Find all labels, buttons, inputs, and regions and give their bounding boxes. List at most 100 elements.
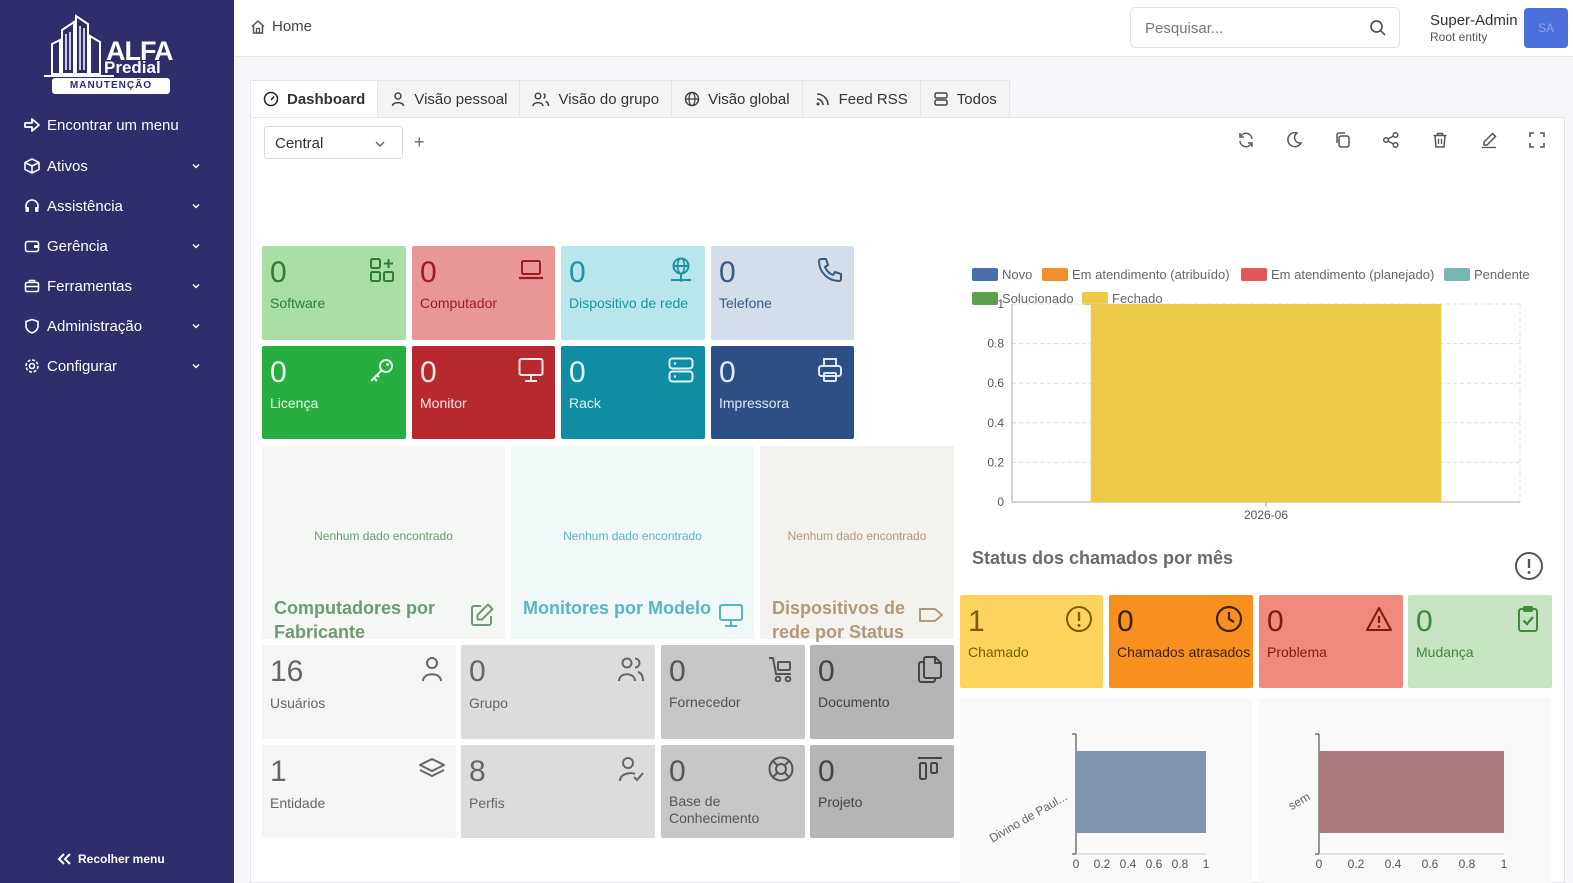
card-label: Dispositivo de rede bbox=[569, 295, 689, 311]
card-computador[interactable]: 0 Computador bbox=[412, 246, 555, 340]
search-icon[interactable] bbox=[1369, 19, 1387, 37]
kanban-icon bbox=[918, 757, 942, 780]
sidebar-item-ferramentas[interactable]: Ferramentas bbox=[0, 268, 234, 304]
card-mudanca[interactable]: 0 Mudança bbox=[1408, 595, 1552, 688]
card-entidade[interactable]: 1 Entidade bbox=[262, 745, 456, 838]
chart-canvas: sem 0 0.2 0.4 0.6 0.8 1 bbox=[1286, 733, 1508, 871]
moon-icon[interactable] bbox=[1285, 131, 1303, 149]
sidebar-item-label: Ativos bbox=[47, 157, 88, 175]
card-label: Fornecedor bbox=[669, 694, 741, 710]
tab-visao-do-grupo[interactable]: Visão do grupo bbox=[520, 80, 673, 118]
dashboard-select[interactable]: Central bbox=[264, 126, 403, 159]
copy-icon[interactable] bbox=[1334, 131, 1352, 149]
sidebar-item-ativos[interactable]: Ativos bbox=[0, 148, 234, 184]
tab-visao-global[interactable]: Visão global bbox=[672, 80, 803, 118]
x-tick-label: 0.4 bbox=[1120, 857, 1137, 871]
card-label: Base de Conhecimento bbox=[669, 793, 760, 826]
avatar[interactable]: SA bbox=[1524, 8, 1568, 48]
exclamation-circle-icon bbox=[1066, 606, 1092, 632]
x-tick-label: 0.8 bbox=[1172, 857, 1189, 871]
cube-icon bbox=[23, 157, 41, 175]
refresh-icon[interactable] bbox=[1237, 131, 1255, 149]
card-value: 0 bbox=[1267, 605, 1284, 638]
sidebar-item-gerencia[interactable]: Gerência bbox=[0, 228, 234, 264]
card-licenca[interactable]: 0 Licença bbox=[262, 346, 406, 439]
apps-add-icon bbox=[370, 258, 394, 282]
card-chamado[interactable]: 1 Chamado bbox=[960, 595, 1103, 688]
panel-dispositivos-de-rede-por-status[interactable]: Nenhum dado encontrado Dispositivos de r… bbox=[760, 446, 954, 642]
user-name[interactable]: Super-Admin bbox=[1430, 12, 1518, 29]
tab-visao-pessoal[interactable]: Visão pessoal bbox=[378, 80, 521, 118]
bar bbox=[1090, 304, 1442, 502]
search-input[interactable] bbox=[1145, 18, 1355, 38]
cart-icon bbox=[769, 657, 792, 683]
sidebar-item-label: Configurar bbox=[47, 357, 118, 375]
card-label: Chamado bbox=[968, 644, 1029, 660]
tab-todos[interactable]: Todos bbox=[920, 80, 1010, 118]
legend-label: Solucionado bbox=[1002, 291, 1074, 306]
topbar: Home Super-Admin Root entity SA bbox=[234, 0, 1573, 57]
share-icon[interactable] bbox=[1382, 131, 1400, 149]
collapse-menu-button[interactable]: Recolher menu bbox=[56, 852, 165, 866]
card-grupo[interactable]: 0 Grupo bbox=[461, 645, 655, 739]
sidebar-item-administracao[interactable]: Administração bbox=[0, 308, 234, 344]
tab-label: Todos bbox=[956, 90, 997, 108]
card-rack[interactable]: 0 Rack bbox=[561, 346, 705, 439]
card-dispositivo-de-rede[interactable]: 0 Dispositivo de rede bbox=[561, 246, 705, 340]
card-monitor[interactable]: 0 Monitor bbox=[412, 346, 555, 439]
add-dashboard-button[interactable]: + bbox=[414, 132, 425, 152]
sidebar-item-assistencia[interactable]: Assistência bbox=[0, 188, 234, 224]
layers-icon bbox=[419, 758, 445, 777]
x-tick-label: 0.8 bbox=[1459, 857, 1476, 871]
x-tick-label: 2026-06 bbox=[1244, 508, 1288, 522]
user-entity[interactable]: Root entity bbox=[1430, 30, 1488, 44]
panel-computadores-por-fabricante[interactable]: Nenhum dado encontrado Computadores por … bbox=[262, 446, 505, 642]
no-data-message: Nenhum dado encontrado bbox=[787, 529, 927, 543]
card-problema[interactable]: 0 Problema bbox=[1259, 595, 1403, 688]
x-tick-label: 1 bbox=[1203, 857, 1210, 871]
tab-dashboard[interactable]: Dashboard bbox=[250, 80, 379, 118]
panel-title: Dispositivos de rede por Status bbox=[772, 598, 906, 642]
trash-icon[interactable] bbox=[1431, 131, 1449, 149]
info-icon[interactable] bbox=[1514, 551, 1544, 581]
tab-feed-rss[interactable]: Feed RSS bbox=[802, 80, 921, 118]
card-value: 0 bbox=[569, 256, 586, 289]
card-impressora[interactable]: 0 Impressora bbox=[711, 346, 854, 439]
fullscreen-icon[interactable] bbox=[1528, 131, 1546, 149]
no-data-message: Nenhum dado encontrado bbox=[314, 529, 453, 543]
logo[interactable]: ALFA Predial MANUTENÇÃO bbox=[44, 14, 176, 96]
card-perfis[interactable]: 8 Perfis bbox=[461, 745, 655, 838]
globe-icon bbox=[684, 91, 700, 107]
card-software[interactable]: 0 Software bbox=[262, 246, 406, 340]
panel-monitores-por-modelo[interactable]: Nenhum dado encontrado Monitores por Mod… bbox=[511, 446, 754, 639]
card-telefone[interactable]: 0 Telefone bbox=[711, 246, 854, 340]
card-label: Software bbox=[270, 295, 326, 311]
tab-label: Visão global bbox=[708, 90, 790, 108]
users-icon bbox=[618, 657, 644, 682]
no-data-message: Nenhum dado encontrado bbox=[563, 529, 702, 543]
user-check-icon bbox=[619, 757, 644, 782]
card-label: Rack bbox=[569, 395, 601, 411]
legend-label: Em atendimento (planejado) bbox=[1271, 267, 1434, 282]
card-base-de-conhecimento[interactable]: 0 Base de Conhecimento bbox=[661, 745, 805, 838]
card-value: 0 bbox=[270, 356, 287, 389]
card-value: 0 bbox=[569, 356, 586, 389]
card-documento[interactable]: 0 Documento bbox=[810, 645, 954, 739]
y-tick-label: 0.2 bbox=[987, 455, 1004, 469]
home-icon bbox=[251, 19, 265, 34]
wallet-icon bbox=[23, 237, 41, 255]
y-tick-label: 1 bbox=[997, 297, 1004, 311]
card-projeto[interactable]: 0 Projeto bbox=[810, 745, 954, 838]
edit-icon[interactable] bbox=[1480, 131, 1498, 149]
breadcrumb-home[interactable]: Home bbox=[250, 18, 312, 35]
card-chamados-atrasados[interactable]: 0 Chamados atrasados bbox=[1109, 595, 1253, 688]
card-value: 0 bbox=[818, 755, 835, 788]
sidebar-item-configurar[interactable]: Configurar bbox=[0, 348, 234, 384]
card-fornecedor[interactable]: 0 Fornecedor bbox=[661, 645, 805, 739]
briefcase-icon bbox=[23, 277, 41, 295]
find-menu-button[interactable]: Encontrar um menu bbox=[0, 107, 234, 143]
panel-title: Monitores por Modelo bbox=[523, 598, 711, 618]
card-usuarios[interactable]: 16 Usuários bbox=[262, 645, 456, 739]
logo-tagline: MANUTENÇÃO bbox=[52, 78, 170, 94]
stack-icon bbox=[933, 91, 949, 107]
